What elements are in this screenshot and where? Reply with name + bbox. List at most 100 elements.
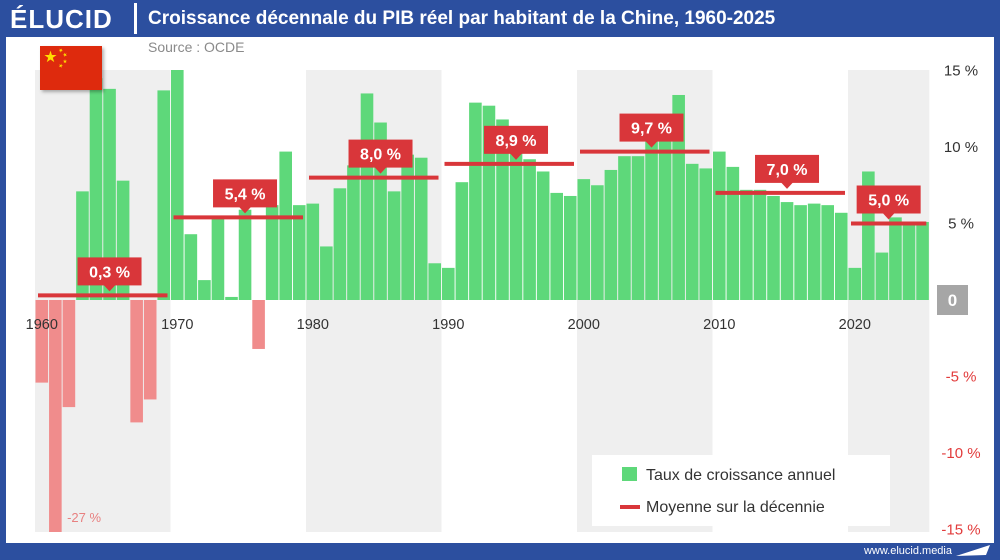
label-box xyxy=(856,185,921,214)
decade-average-label-1990s: 8,9 % xyxy=(484,125,549,160)
source-note: Source : OCDE xyxy=(148,39,245,55)
decade-average-value: 8,9 % xyxy=(496,133,537,150)
bar-1986 xyxy=(387,191,401,300)
bar-1988 xyxy=(414,157,428,300)
bar-1990 xyxy=(442,267,455,300)
flag-small-star-icon xyxy=(58,48,63,53)
y-tick-label--10: -10 % xyxy=(941,445,980,462)
label-pointer xyxy=(374,167,387,174)
bar-1999 xyxy=(563,195,577,300)
y-tick-label-15: 15 % xyxy=(944,63,978,80)
flag-field xyxy=(40,46,102,90)
y-tick-label--5: -5 % xyxy=(946,369,977,386)
bar-1965 xyxy=(103,88,116,300)
x-tick-label-1960: 1960 xyxy=(26,317,58,333)
bar-2012 xyxy=(740,189,753,300)
x-axis: 1960 1970 1980 1990 2000 2010 2020 xyxy=(26,317,871,333)
bar-2000 xyxy=(577,179,591,300)
footer-url: www.elucid.media xyxy=(863,545,952,557)
bar-2020 xyxy=(848,267,862,300)
bar-2019 xyxy=(834,212,848,300)
paper-plane-icon xyxy=(956,545,990,556)
bar-2010 xyxy=(713,151,726,300)
bar-2016 xyxy=(794,205,807,300)
bar-1974 xyxy=(225,296,238,300)
bar-1975 xyxy=(238,209,252,300)
x-tick-label-1980: 1980 xyxy=(297,317,329,333)
bar-1991 xyxy=(455,182,469,300)
bar-1970 xyxy=(171,70,184,300)
bar-1982 xyxy=(333,188,347,300)
bar-1996 xyxy=(523,159,536,300)
bar-1971 xyxy=(184,234,198,300)
bar-1973 xyxy=(211,218,225,300)
label-box xyxy=(213,179,278,208)
decade-average-label-2020s: 5,0 % xyxy=(856,185,921,220)
bar-1995 xyxy=(509,145,523,300)
decade-average-label-1970s: 5,4 % xyxy=(213,179,278,214)
y-tick-label-5: 5 % xyxy=(948,216,974,233)
bar-1972 xyxy=(198,280,211,300)
zero-tick-box xyxy=(937,285,968,315)
label-box xyxy=(619,113,684,142)
x-tick-label-2020: 2020 xyxy=(839,317,871,333)
flag-big-star-icon xyxy=(44,50,57,63)
y-tick-label-10: 10 % xyxy=(944,139,978,156)
decade-average-label-2010s: 7,0 % xyxy=(755,154,820,189)
decade-band-1980s xyxy=(306,70,442,532)
decade-average-value: 5,0 % xyxy=(868,193,909,210)
y-tick-label--15: -15 % xyxy=(941,522,980,539)
x-tick-label-2010: 2010 xyxy=(703,317,735,333)
bar-1989 xyxy=(428,263,442,300)
legend-label-decade-average: Moyenne sur la décennie xyxy=(646,499,825,516)
bar-2005 xyxy=(645,136,658,300)
bar-2003 xyxy=(618,156,631,300)
label-box xyxy=(348,139,413,168)
bar-2001 xyxy=(591,185,604,300)
bar-1980 xyxy=(306,203,320,300)
bar-2025 xyxy=(916,221,929,300)
legend-swatch-annual-growth xyxy=(622,467,637,481)
elucid-logo: ÉLUCID xyxy=(10,4,113,34)
decade-average-label-1960s: 0,3 % xyxy=(77,257,142,292)
bar-2015 xyxy=(780,202,794,300)
decade-average-label-1980s: 8,0 % xyxy=(348,139,413,174)
bar-2022 xyxy=(875,252,889,300)
header-bar: ÉLUCID Croissance décennale du PIB réel … xyxy=(0,0,1000,37)
bar-1961 xyxy=(49,300,62,532)
bar-2018 xyxy=(821,205,834,300)
decade-average-value: 8,0 % xyxy=(360,147,401,164)
bar-2006 xyxy=(658,114,672,301)
x-tick-label-2000: 2000 xyxy=(568,317,600,333)
bar-1964 xyxy=(89,78,103,301)
bars xyxy=(35,70,929,532)
bar-2008 xyxy=(685,163,699,300)
legend-label-annual-growth: Taux de croissance annuel xyxy=(646,467,835,484)
bar-1992 xyxy=(469,102,482,300)
decade-average-labels: 0,3 % 5,4 % 8,0 % 8,9 % 9,7 % 7,0 % 5,0 % xyxy=(77,113,921,292)
label-pointer xyxy=(882,213,895,220)
bar-1981 xyxy=(320,246,333,300)
bar-2017 xyxy=(807,203,821,300)
decade-average-value: 9,7 % xyxy=(631,121,672,138)
bar-1983 xyxy=(347,165,360,300)
decade-average-value: 5,4 % xyxy=(225,186,266,203)
bar-2002 xyxy=(604,169,618,300)
legend: Taux de croissance annuel Moyenne sur la … xyxy=(592,455,890,526)
bar-2011 xyxy=(726,166,740,300)
bar-2007 xyxy=(672,94,685,300)
bar-1976 xyxy=(252,300,265,349)
flag-small-star-icon xyxy=(59,63,63,68)
x-tick-label-1990: 1990 xyxy=(432,317,464,333)
bar-2013 xyxy=(753,189,767,300)
decade-average-label-2000s: 9,7 % xyxy=(619,113,684,148)
chart-title: Croissance décennale du PIB réel par hab… xyxy=(148,8,776,29)
label-pointer xyxy=(781,182,794,189)
bar-2009 xyxy=(699,168,713,300)
bar-1968 xyxy=(143,300,157,400)
bar-1993 xyxy=(482,105,496,300)
bar-2023 xyxy=(889,217,902,300)
bar-1979 xyxy=(292,205,306,300)
decade-average-value: 0,3 % xyxy=(89,264,130,281)
